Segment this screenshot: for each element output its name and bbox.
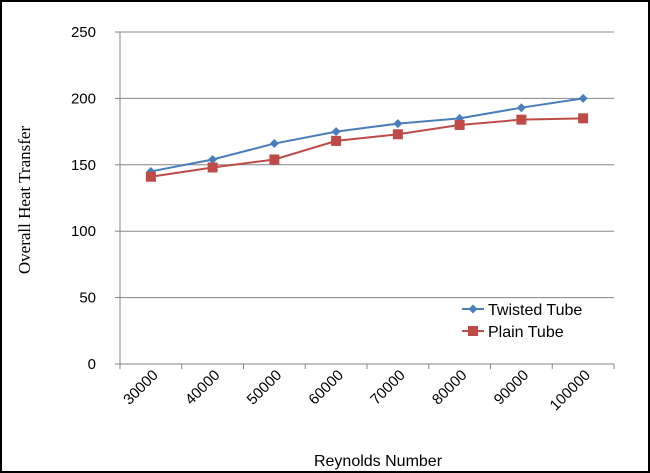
data-point-twisted-tube-90000 <box>516 103 526 113</box>
data-point-twisted-tube-40000 <box>208 154 218 164</box>
data-point-plain-tube-80000 <box>454 119 465 130</box>
xtick-label-90000: 90000 <box>491 367 533 409</box>
data-point-plain-tube-30000 <box>145 171 156 182</box>
x-axis-label: Reynolds Number <box>314 453 443 470</box>
series-line-plain-tube <box>150 117 584 178</box>
xtick-label-70000: 70000 <box>367 367 409 409</box>
data-point-plain-tube-90000 <box>516 114 527 125</box>
data-point-twisted-tube-100000 <box>578 93 588 103</box>
series-layer <box>145 93 589 182</box>
xtick-label-30000: 30000 <box>120 367 162 409</box>
data-point-twisted-tube-70000 <box>393 119 403 129</box>
xtick-label-100000: 100000 <box>547 367 594 414</box>
legend-label-twisted-tube: Twisted Tube <box>488 302 582 319</box>
legend-marker-diamond <box>468 304 478 314</box>
ytick-label-250: 250 <box>71 24 96 41</box>
legend-item-plain-tube: Plain Tube <box>462 324 564 341</box>
data-point-plain-tube-100000 <box>578 113 589 124</box>
y-tick-labels: 0 50 100 150 200 250 <box>71 24 96 373</box>
legend-marker-square <box>468 326 478 336</box>
ytick-label-0: 0 <box>88 356 96 373</box>
data-point-plain-tube-60000 <box>331 135 342 146</box>
legend-item-twisted-tube: Twisted Tube <box>462 302 582 319</box>
series-line-twisted-tube <box>150 97 584 173</box>
ytick-label-150: 150 <box>71 157 96 174</box>
legend-label-plain-tube: Plain Tube <box>488 324 564 341</box>
data-point-plain-tube-50000 <box>269 154 280 165</box>
legend: Twisted Tube Plain Tube <box>462 302 582 341</box>
xtick-label-50000: 50000 <box>244 367 286 409</box>
data-point-plain-tube-70000 <box>392 129 403 140</box>
xtick-label-60000: 60000 <box>305 367 347 409</box>
data-point-twisted-tube-50000 <box>269 139 279 149</box>
data-point-twisted-tube-60000 <box>331 127 341 137</box>
x-tick-labels: 30000 40000 50000 60000 70000 80000 90000 10000… <box>120 367 594 414</box>
ytick-label-50: 50 <box>79 290 96 307</box>
y-axis-label: Overall Heat Transfer <box>15 126 34 275</box>
ytick-label-200: 200 <box>71 90 96 107</box>
xtick-label-40000: 40000 <box>182 367 224 409</box>
data-point-plain-tube-40000 <box>207 162 218 173</box>
ytick-label-100: 100 <box>71 223 96 240</box>
axis-layer <box>119 32 614 365</box>
xtick-label-80000: 80000 <box>429 367 471 409</box>
grid-layer <box>115 31 615 369</box>
